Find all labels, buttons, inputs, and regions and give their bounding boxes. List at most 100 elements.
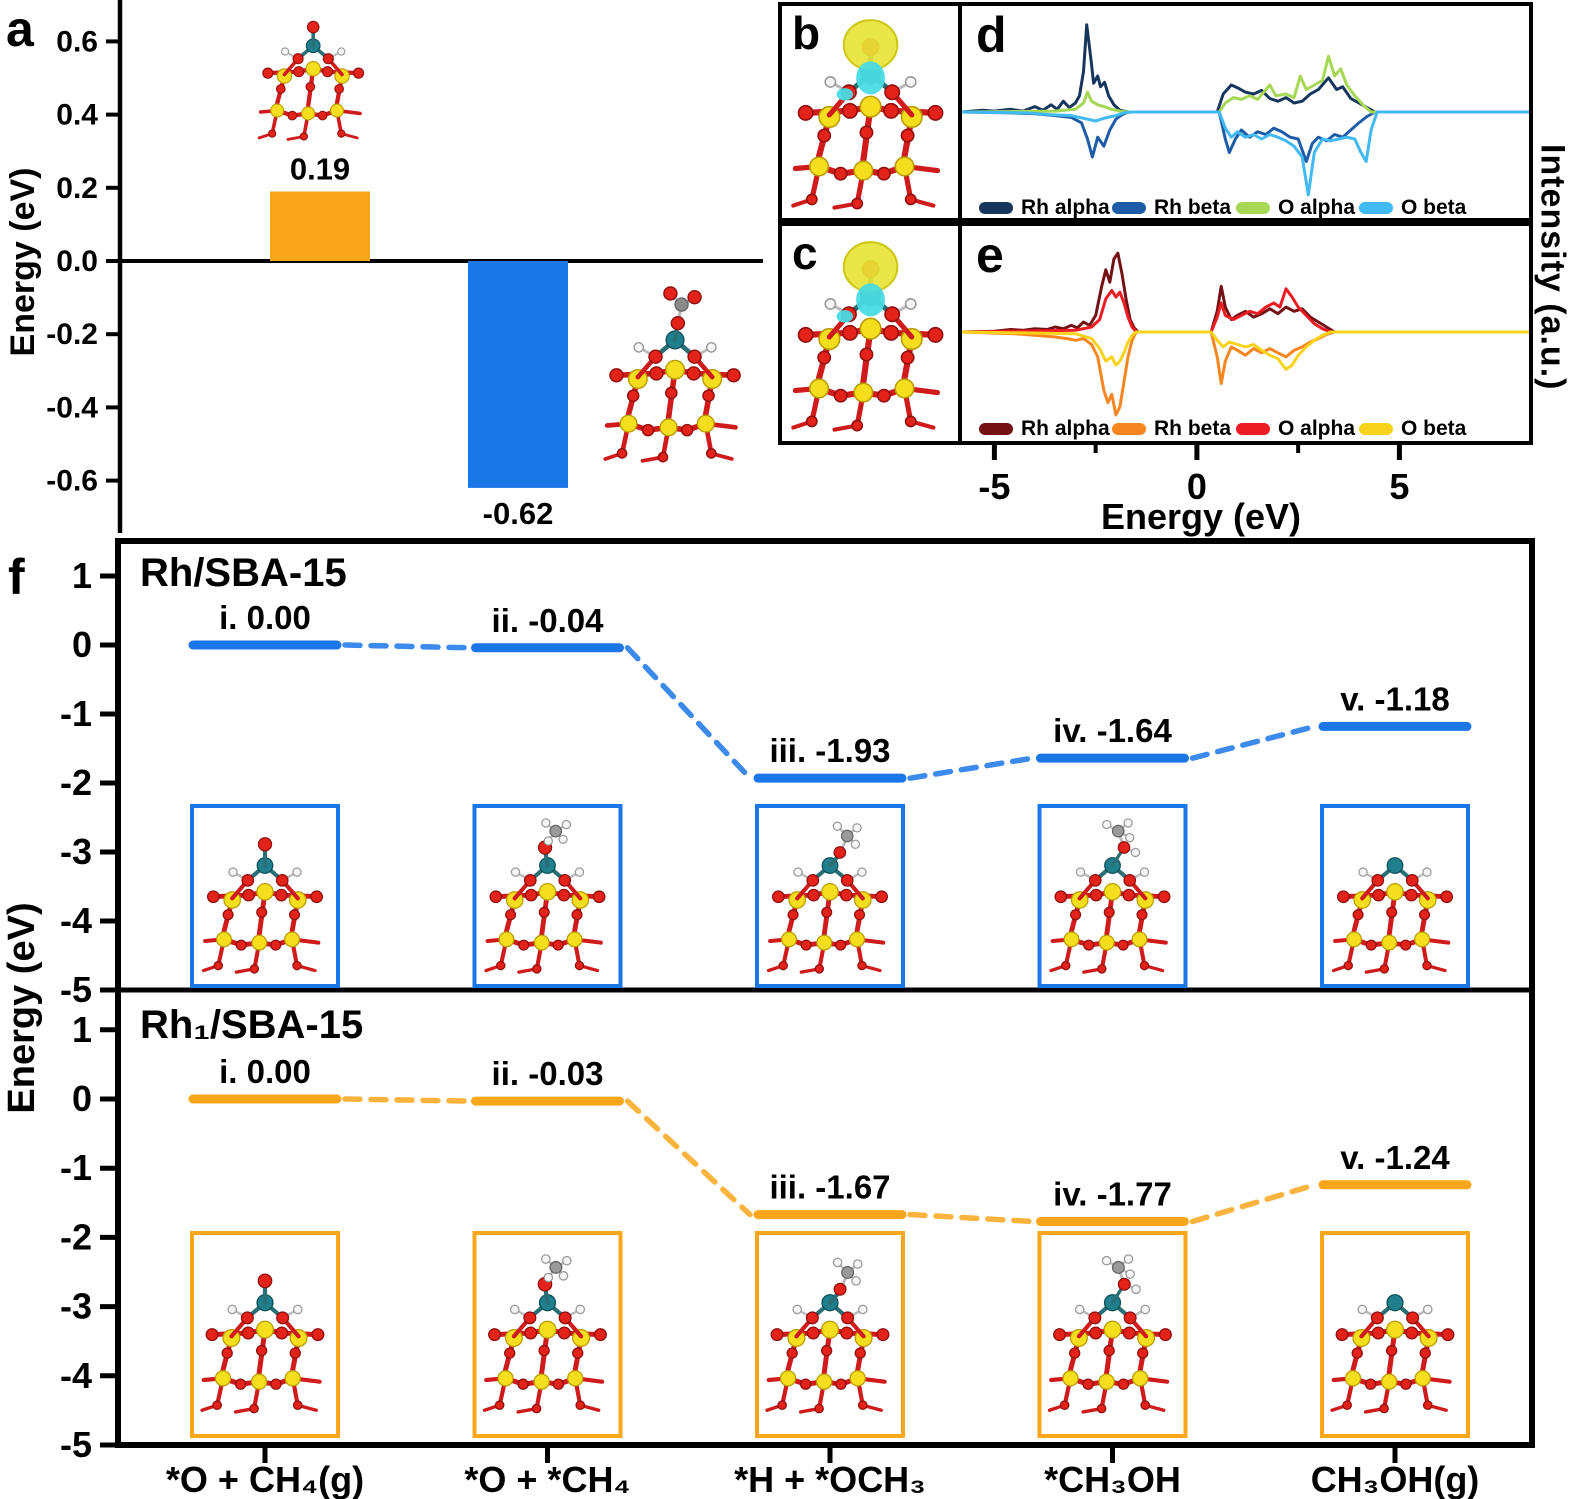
atom bbox=[1132, 1370, 1149, 1387]
atom bbox=[1371, 1326, 1385, 1340]
atom bbox=[876, 1328, 890, 1342]
atom bbox=[592, 890, 606, 904]
atom bbox=[1140, 1400, 1151, 1411]
atom bbox=[1386, 882, 1404, 901]
level-connector bbox=[342, 1096, 471, 1104]
panel-e-dos-plot: Rh alpha Rh beta O alpha O beta e bbox=[958, 222, 1533, 445]
atom bbox=[1062, 1370, 1079, 1387]
panel-label-e: e bbox=[976, 227, 1004, 283]
stage-label: CH₃OH(g) bbox=[1311, 1459, 1480, 1499]
atom bbox=[702, 389, 715, 403]
f-y-tick-label: -5 bbox=[60, 969, 92, 1010]
atom bbox=[884, 84, 901, 101]
atom bbox=[206, 890, 220, 904]
atom bbox=[1157, 890, 1171, 904]
atom bbox=[504, 1347, 516, 1359]
legend-swatch bbox=[979, 202, 1013, 214]
atom bbox=[1386, 1294, 1404, 1312]
atom bbox=[1088, 873, 1102, 887]
atom bbox=[851, 197, 864, 210]
atom bbox=[532, 964, 542, 974]
y-tick-label: 0.2 bbox=[56, 172, 98, 205]
atom bbox=[1441, 1328, 1455, 1342]
atom bbox=[322, 53, 334, 65]
atom bbox=[1422, 1400, 1433, 1411]
atom bbox=[641, 423, 655, 437]
atom bbox=[305, 61, 321, 77]
atom bbox=[854, 1347, 866, 1359]
atom bbox=[1125, 1269, 1135, 1279]
f-y-tick-label: -4 bbox=[60, 1355, 92, 1396]
atom bbox=[1364, 1378, 1377, 1390]
legend-label: O alpha bbox=[1278, 196, 1355, 218]
legend-item: Rh beta bbox=[1112, 196, 1231, 219]
atom bbox=[894, 156, 915, 177]
atom bbox=[284, 931, 301, 948]
atom bbox=[524, 1326, 538, 1340]
atom bbox=[533, 934, 550, 951]
legend-item: O alpha bbox=[1236, 196, 1355, 219]
atom bbox=[538, 906, 550, 918]
atom bbox=[840, 829, 854, 843]
atom bbox=[1125, 832, 1135, 843]
atom bbox=[904, 193, 917, 206]
atom bbox=[900, 350, 915, 365]
atom bbox=[805, 415, 818, 428]
energy-level-label: iv. -1.77 bbox=[1053, 1175, 1172, 1212]
panel-a-molecule-insets bbox=[257, 20, 741, 463]
panel-e-canvas: Rh alpha Rh beta O alpha O beta e bbox=[960, 227, 1531, 440]
atom bbox=[489, 890, 503, 904]
atom bbox=[674, 297, 689, 312]
y-tick-label: -0.2 bbox=[46, 318, 98, 351]
atom bbox=[805, 1311, 819, 1325]
atom bbox=[1061, 960, 1071, 971]
level-connector bbox=[342, 642, 471, 651]
atom bbox=[538, 1344, 550, 1357]
atom bbox=[648, 349, 663, 364]
atom bbox=[1422, 960, 1432, 971]
molecule-inset-right bbox=[603, 286, 741, 463]
atom bbox=[543, 836, 554, 846]
atom bbox=[292, 867, 302, 877]
atom bbox=[523, 873, 537, 887]
panel-e-curves bbox=[960, 251, 1531, 417]
atom bbox=[1386, 906, 1398, 918]
legend-swatch bbox=[1236, 423, 1270, 435]
atom bbox=[518, 939, 530, 951]
atom bbox=[1406, 1311, 1420, 1325]
atom bbox=[292, 53, 304, 65]
atom bbox=[329, 103, 344, 118]
f-y-tick-label: -3 bbox=[60, 1286, 92, 1327]
atom bbox=[809, 378, 830, 399]
atom bbox=[777, 1400, 787, 1411]
y-tick-label: -0.6 bbox=[46, 465, 98, 498]
bar-value-label: 0.19 bbox=[290, 151, 350, 186]
y-tick-label: 0.6 bbox=[56, 25, 98, 58]
atom bbox=[242, 888, 255, 902]
atom bbox=[1070, 909, 1082, 921]
f-y-tick-label: 0 bbox=[72, 624, 92, 665]
atom bbox=[841, 1265, 855, 1279]
atom bbox=[1063, 931, 1080, 948]
legend-item: Rh alpha bbox=[979, 417, 1110, 440]
atom bbox=[498, 931, 515, 948]
atom bbox=[884, 306, 901, 323]
atom bbox=[687, 289, 702, 305]
atom bbox=[876, 166, 891, 181]
level-connector bbox=[907, 1211, 1036, 1225]
atom bbox=[567, 1370, 584, 1387]
energy-level-label: v. -1.24 bbox=[1340, 1139, 1450, 1176]
panel-c-molecule-canvas bbox=[791, 241, 944, 432]
atom bbox=[820, 1344, 833, 1357]
level-connector bbox=[624, 645, 753, 781]
atom bbox=[557, 888, 571, 902]
atom bbox=[832, 821, 843, 831]
atom bbox=[883, 102, 900, 119]
dos-curve-o-beta bbox=[960, 330, 1531, 371]
legend-swatch bbox=[1112, 202, 1146, 214]
atom bbox=[853, 382, 874, 403]
atom bbox=[853, 160, 874, 181]
atom bbox=[851, 1276, 861, 1286]
atom bbox=[1054, 890, 1068, 904]
atom bbox=[807, 888, 820, 902]
